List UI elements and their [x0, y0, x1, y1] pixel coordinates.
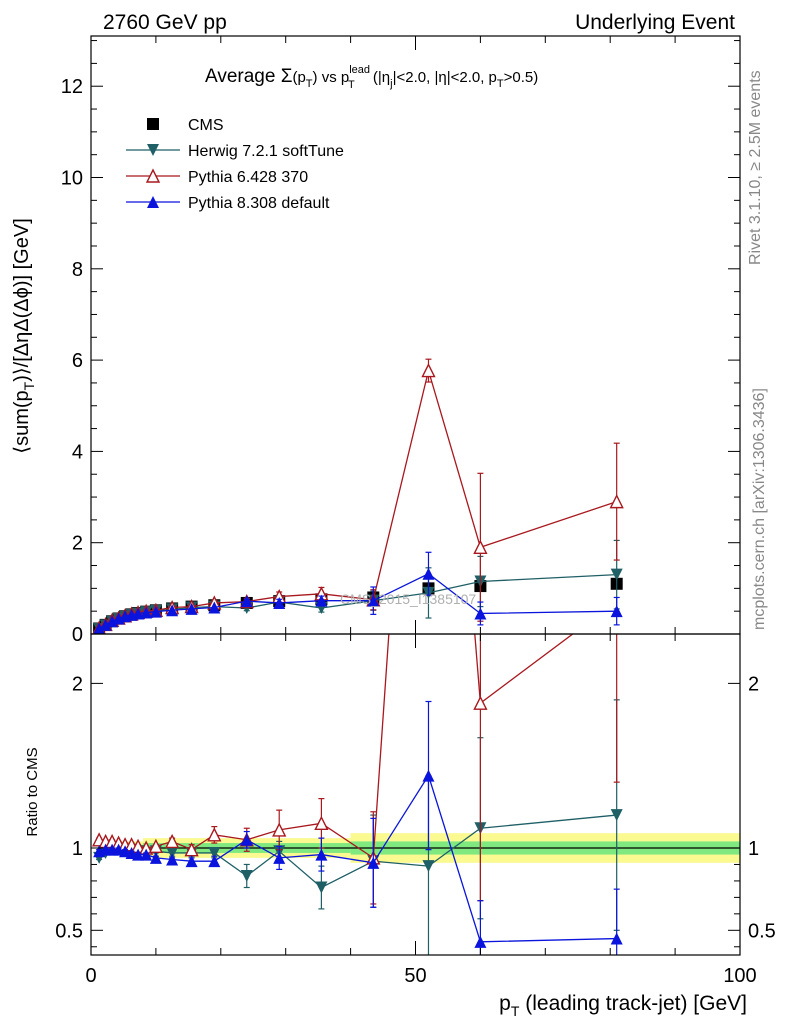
ratio-tick-label-right: 0.5: [748, 920, 776, 942]
data-point: [367, 594, 380, 607]
ratio-point: [422, 860, 435, 873]
header-right-label: Underlying Event: [575, 11, 735, 34]
ratio-point: [422, 57, 434, 69]
data-point: [610, 605, 623, 618]
x-ticks: 0 50 100: [85, 36, 757, 987]
ratio-series-herwig-7-2-1-softtune: [93, 699, 623, 955]
legend-marker: [147, 118, 159, 130]
ratio-point: [207, 827, 222, 842]
ratio-line: [98, 634, 574, 860]
series-line: [98, 368, 617, 629]
ratio-y-ticks: 0.5 0.5 1 1 2 2: [55, 673, 776, 948]
legend-marker: [147, 144, 159, 156]
data-point: [609, 494, 624, 509]
legend-entry-pythia-8-308-default: Pythia 8.308 default: [126, 195, 330, 212]
x-axis-label: pT (leading track-jet) [GeV]: [499, 992, 747, 1019]
ratio-point: [273, 851, 286, 864]
main-title-average: Average Σ: [205, 66, 292, 87]
legend-label: CMS: [188, 117, 224, 134]
ratio-tick-label-left: 2: [72, 673, 83, 695]
y-tick-label: 8: [72, 259, 83, 281]
ratio-point: [314, 815, 329, 831]
ratio-point: [610, 932, 623, 945]
ratio-point: [422, 769, 435, 782]
data-point: [166, 604, 179, 617]
legend-entry-herwig-7-2-1-softtune: Herwig 7.2.1 softTune: [126, 143, 344, 160]
ratio-point: [474, 935, 487, 948]
ratio-point: [149, 851, 162, 864]
ratio-point: [132, 848, 145, 861]
legend-entry-pythia-6-428-370: Pythia 6.428 370: [126, 168, 308, 186]
watermark-analysis-id: CMS_2015_I1385107: [340, 591, 476, 607]
y-tick-label: 2: [72, 533, 83, 555]
main-panel: 0 2 4 6 8 10 12: [61, 35, 741, 646]
ratio-frame: [90, 633, 741, 956]
data-point: [273, 596, 286, 609]
legend-label: Pythia 6.428 370: [188, 169, 308, 186]
legend-entry-cms: CMS: [147, 117, 224, 134]
x-tick-label: 50: [404, 965, 426, 987]
ratio-point: [164, 833, 180, 849]
data-point: [240, 595, 253, 608]
legend-marker: [147, 196, 159, 208]
ratio-point: [272, 822, 287, 837]
ratio-point: [240, 833, 253, 846]
ratio-panel: 0.5 0.51 12 20 50 100: [55, 36, 776, 987]
y-tick-label: 12: [61, 76, 83, 98]
data-point: [185, 602, 198, 615]
ratio-point: [166, 853, 179, 866]
y-tick-label: 0: [72, 624, 83, 646]
ratio-point: [315, 848, 328, 861]
data-point: [610, 568, 623, 581]
data-point: [132, 607, 145, 620]
main-y-axis-label: ⟨sum(pT)⟩/[ΔηΔ(Δϕ)] [GeV]: [11, 218, 37, 453]
ratio-point: [610, 809, 623, 822]
data-point: [93, 622, 105, 634]
legend: CMS Herwig 7.2.1 softTune Pythia 6.428 370…: [126, 117, 344, 212]
legend-label: Herwig 7.2.1 softTune: [188, 143, 344, 160]
data-point: [422, 567, 435, 580]
x-tick-label: 100: [723, 965, 756, 987]
ratio-point: [208, 855, 221, 868]
main-y-ticks: 0 2 4 6 8 10 12: [61, 40, 740, 646]
ratio-series-pythia-8-308-default: [93, 700, 623, 955]
ratio-tick-label-right: 1: [748, 838, 759, 860]
main-title: Average Σ(pT) vs plead T (|ηj|<2.0, |η|<2…: [205, 64, 538, 91]
data-point: [474, 607, 487, 620]
ratio-point: [166, 846, 179, 859]
ratio-point: [367, 856, 380, 869]
header-left-label: 2760 GeV pp: [103, 11, 227, 34]
y-tick-label: 6: [72, 350, 83, 372]
ratio-point: [185, 855, 198, 868]
data-point: [421, 363, 436, 378]
y-tick-label: 4: [72, 441, 83, 463]
mcplots-credit-label: mcplots.cern.ch [arXiv:1306.3436]: [751, 388, 768, 630]
data-point: [149, 605, 162, 618]
ratio-point: [208, 846, 221, 859]
ratio-point: [140, 848, 153, 861]
ratio-tick-label-left: 0.5: [55, 920, 83, 942]
data-point: [140, 606, 153, 619]
ratio-tick-label-left: 1: [72, 838, 83, 860]
ratio-series-pythia-6-428-370: [91, 57, 620, 905]
ratio-y-axis-label: Ratio to CMS: [24, 747, 41, 836]
legend-label: Pythia 8.308 default: [188, 195, 330, 212]
ratio-point: [240, 869, 253, 882]
ratio-point: [473, 695, 488, 710]
data-point: [99, 618, 112, 631]
rivet-version-label: Rivet 3.1.10, ≥ 2.5M events: [747, 70, 764, 265]
ratio-point: [315, 881, 328, 894]
series-pythia-8-308-default: [93, 551, 623, 634]
data-point: [473, 539, 488, 554]
legend-marker: [145, 168, 161, 183]
x-tick-label: 0: [85, 965, 96, 987]
y-tick-label: 10: [61, 168, 83, 190]
ratio-tick-label-right: 2: [748, 673, 759, 695]
data-point: [315, 594, 328, 607]
data-point: [208, 601, 221, 614]
series-herwig-7-2-1-softtune: [93, 539, 623, 634]
